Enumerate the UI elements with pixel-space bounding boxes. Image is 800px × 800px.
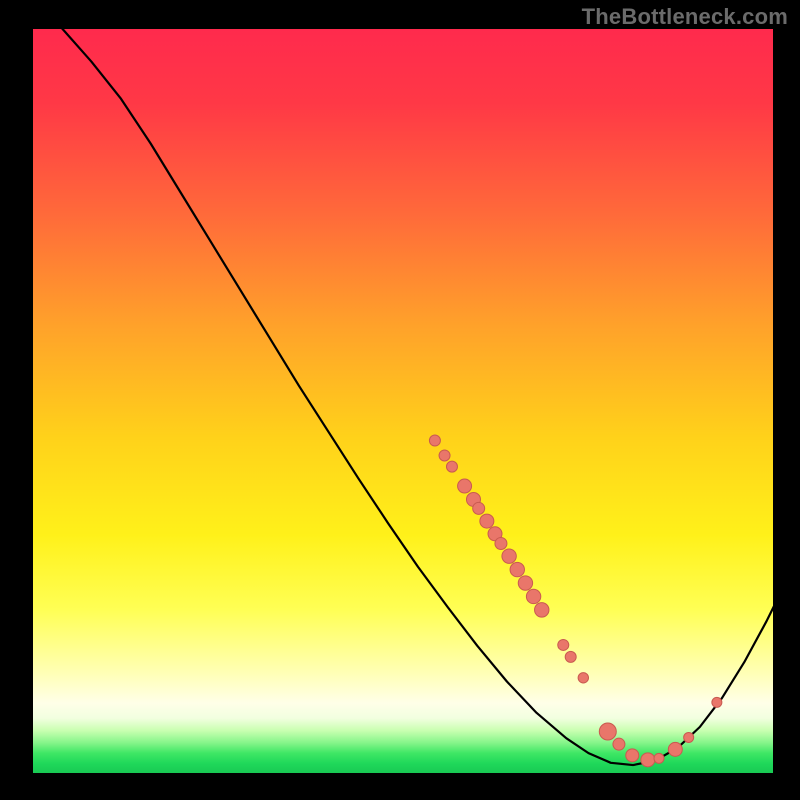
- data-marker: [429, 435, 440, 446]
- data-marker: [480, 514, 494, 528]
- data-marker: [510, 562, 524, 576]
- data-marker: [684, 732, 694, 742]
- data-marker: [613, 738, 625, 750]
- data-marker: [458, 479, 472, 493]
- data-marker: [641, 753, 655, 767]
- data-marker: [439, 450, 450, 461]
- data-marker: [495, 537, 507, 549]
- stage: TheBottleneck.com: [0, 0, 800, 800]
- data-marker: [518, 576, 532, 590]
- data-marker: [565, 651, 576, 662]
- data-marker: [558, 639, 569, 650]
- data-marker: [599, 723, 616, 740]
- chart-svg: [0, 0, 800, 800]
- data-marker: [712, 697, 722, 707]
- data-marker: [535, 603, 549, 617]
- data-marker: [578, 673, 588, 683]
- data-marker: [446, 461, 457, 472]
- data-marker: [473, 502, 485, 514]
- data-marker: [654, 753, 664, 763]
- data-marker: [626, 749, 639, 762]
- data-marker: [502, 549, 516, 563]
- data-marker: [668, 742, 682, 756]
- plot-background: [32, 28, 774, 774]
- data-marker: [526, 589, 540, 603]
